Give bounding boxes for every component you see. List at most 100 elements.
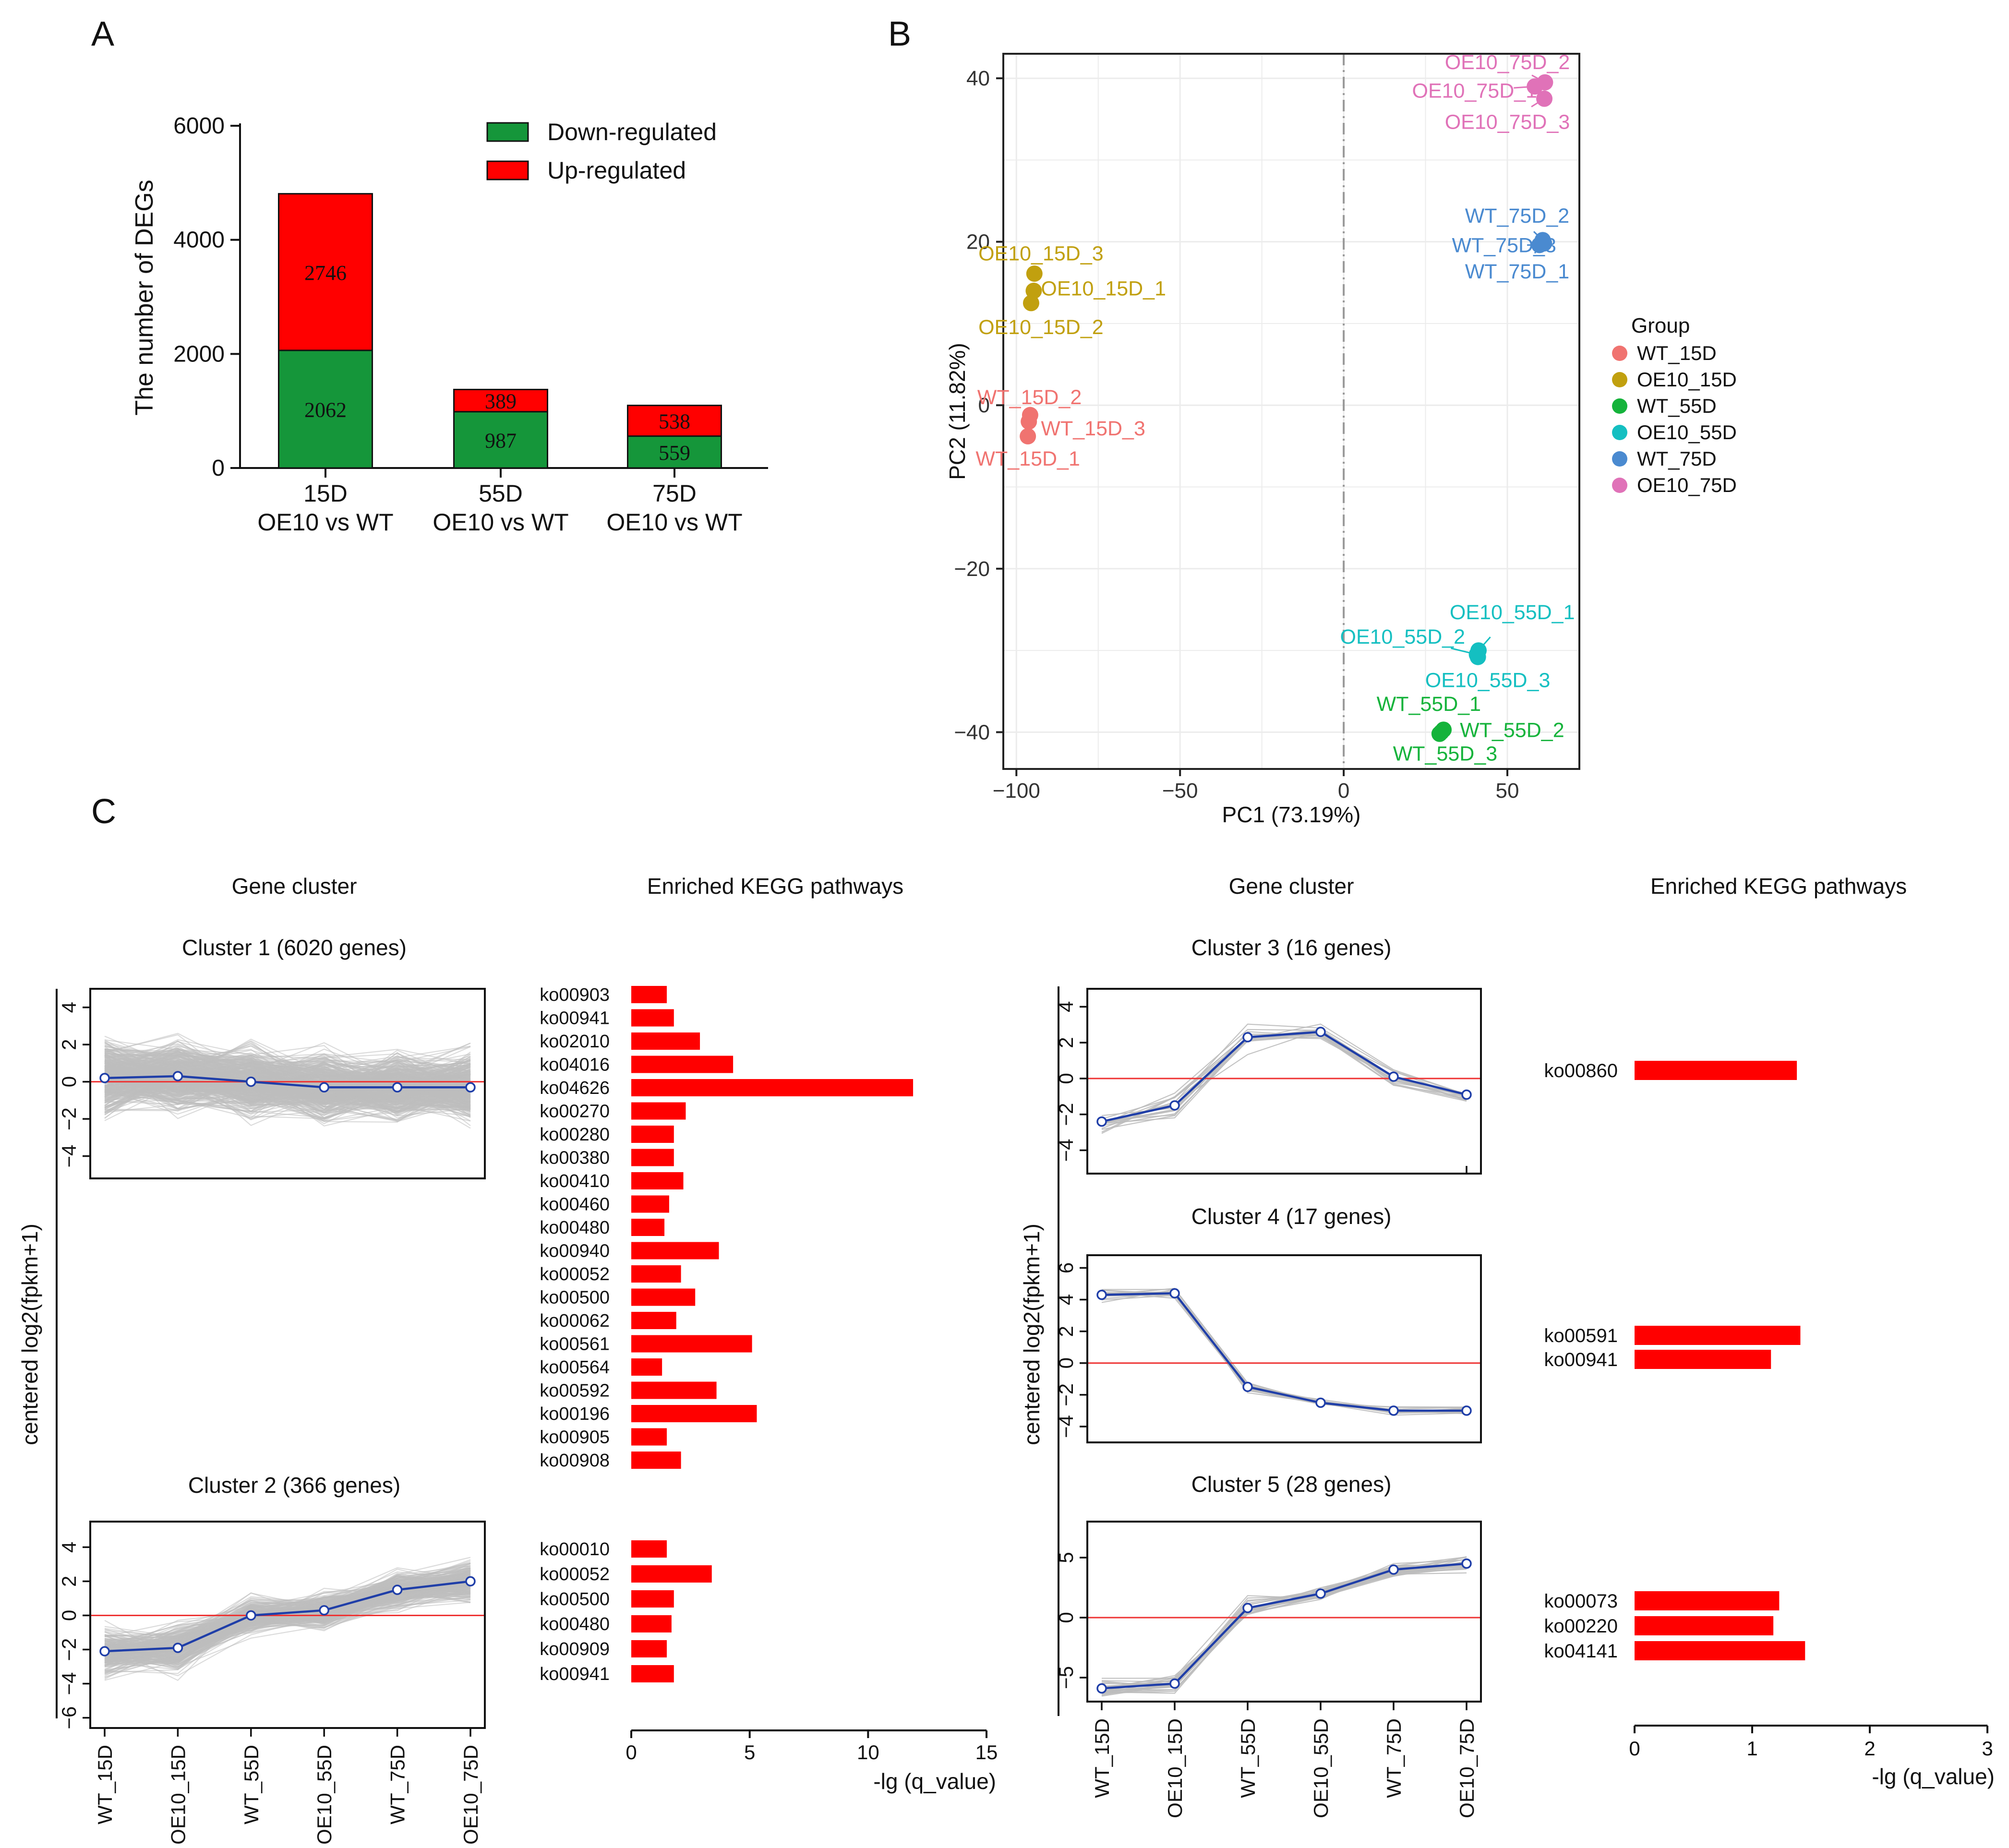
gene-profile-line (1101, 1563, 1467, 1694)
y-tick-label: −4 (1055, 1139, 1077, 1162)
kegg-bar (631, 1428, 667, 1446)
cluster-gene-count: (28 genes) (1286, 1472, 1391, 1497)
kegg-bar (631, 1288, 696, 1306)
kegg-bar (631, 1056, 734, 1073)
gene-profile-line (104, 1591, 471, 1657)
cluster-mean-point (1388, 1071, 1399, 1082)
y-tick-label: 2 (58, 1576, 80, 1587)
gene-profile-line (1101, 1563, 1467, 1691)
pca-point (1531, 237, 1548, 253)
bar-up-label: 538 (659, 410, 690, 433)
gene-profile-line (104, 1582, 471, 1654)
legend-label: WT_15D (1637, 342, 1717, 364)
gene-profile-line (1101, 1029, 1467, 1125)
y-tick-label: −5 (1055, 1666, 1077, 1689)
point-label: OE10_75D_3 (1445, 110, 1570, 133)
kegg-x-tick-label: 10 (857, 1741, 879, 1764)
bar-up (278, 193, 373, 351)
y-tick-label: 2 (1055, 1326, 1077, 1337)
gene-profile-line (1101, 1567, 1467, 1691)
x-tick-label: 0 (1338, 779, 1349, 803)
gene-profile-line (1101, 1289, 1467, 1409)
x-tick-label: OE10_15D (167, 1745, 189, 1845)
kegg-bar (631, 1312, 676, 1329)
cluster-kegg-chart: Gene cluster Enriched KEGG pathways Gene c… (17, 874, 1995, 1845)
x-tick-label: −100 (993, 779, 1040, 803)
cluster-mean-point (99, 1073, 110, 1083)
gene-profile-line (104, 1067, 471, 1102)
cluster-mean-line (1101, 1562, 1467, 1690)
cluster-mean-point (1461, 1558, 1472, 1569)
legend-label-up: Up-regulated (547, 157, 686, 184)
cluster-mean-point (99, 1646, 110, 1656)
cluster-name: Cluster 1 (182, 935, 277, 960)
gene-profile-line (104, 1576, 471, 1651)
kegg-bar (631, 1149, 674, 1166)
cluster-mean-point (392, 1584, 403, 1595)
cluster-mean-point (1096, 1116, 1107, 1127)
bar-up-label: 2746 (304, 261, 347, 285)
y-tick-label: 0 (212, 456, 225, 481)
cluster-mean-point (1169, 1100, 1180, 1111)
x-axis-label: PC1 (73.19%) (1222, 802, 1361, 827)
kegg-pathway-label: ko02010 (540, 1032, 610, 1052)
pca-point (1026, 265, 1043, 282)
y-tick-label: 20 (966, 230, 990, 254)
kegg-pathway-label: ko00905 (540, 1428, 610, 1448)
y-tick-label: 4 (1055, 1001, 1077, 1012)
gene-profile-line (104, 1050, 471, 1093)
gene-profile-line (1101, 1564, 1467, 1688)
cluster-mean-point (392, 1082, 403, 1092)
legend-label: OE10_15D (1637, 368, 1737, 391)
kegg-x-tick-label: 2 (1864, 1737, 1875, 1760)
gene-profile-line (1101, 1559, 1467, 1692)
kegg-bar (631, 1540, 667, 1558)
pca-point (1021, 413, 1037, 430)
cluster-mean-point (1315, 1026, 1326, 1037)
y-tick-label: 4 (1055, 1294, 1077, 1305)
point-label: WT_55D_2 (1460, 719, 1564, 742)
kegg-bar (631, 1242, 719, 1260)
point-label: OE10_75D_2 (1445, 51, 1570, 74)
y-axis-label: PC2 (11.82%) (945, 343, 970, 480)
kegg-bar (631, 1172, 684, 1189)
point-label: OE10_15D_1 (1041, 277, 1166, 300)
kegg-bar (1635, 1350, 1771, 1369)
cluster-mean-point (319, 1605, 329, 1616)
point-label: WT_15D_2 (977, 386, 1082, 409)
y-tick-label: 0 (1055, 1357, 1077, 1368)
gene-profile-line (1101, 1569, 1467, 1697)
y-tick-label: 0 (978, 394, 990, 417)
gene-profile-line (1101, 1558, 1467, 1687)
cluster-mean-point (1242, 1603, 1253, 1613)
kegg-pathway-label: ko00500 (540, 1288, 610, 1308)
kegg-title-right: Enriched KEGG pathways (1650, 874, 1907, 899)
y-tick-label: −40 (954, 720, 990, 744)
y-tick-label: −6 (58, 1706, 80, 1729)
y-tick-label: −2 (58, 1107, 80, 1130)
cluster-mean-point (1461, 1089, 1472, 1100)
gene-profile-line (1101, 1556, 1467, 1695)
x-tick-label: WT_75D (386, 1745, 409, 1824)
cluster-mean-line (1101, 1292, 1467, 1412)
kegg-pathway-label: ko04141 (1544, 1641, 1618, 1662)
gene-profile-line (104, 1596, 471, 1662)
gene-profile-line (1101, 1567, 1467, 1688)
gene-profile-line (1101, 1034, 1467, 1121)
bar-down (453, 411, 548, 469)
cluster-mean-point (1096, 1683, 1107, 1694)
kegg-pathway-label: ko00010 (540, 1539, 610, 1560)
point-label: OE10_55D_2 (1340, 625, 1466, 648)
gene-profile-line (1101, 1563, 1467, 1692)
kegg-pathway-label: ko00052 (540, 1564, 610, 1584)
cluster-frame (1086, 1254, 1482, 1443)
x-tick-label: 50 (1496, 779, 1519, 803)
kegg-bar (631, 1590, 674, 1608)
point-label: OE10_15D_3 (978, 242, 1104, 265)
cluster-name: Cluster 3 (1191, 935, 1286, 960)
bar-down-label: 987 (485, 429, 517, 452)
y-tick-label: −2 (1055, 1383, 1077, 1406)
x-tick-label: OE10_75D (1456, 1718, 1478, 1818)
gene-profile-line (1101, 1568, 1467, 1686)
panel-label-c: C (91, 792, 116, 831)
